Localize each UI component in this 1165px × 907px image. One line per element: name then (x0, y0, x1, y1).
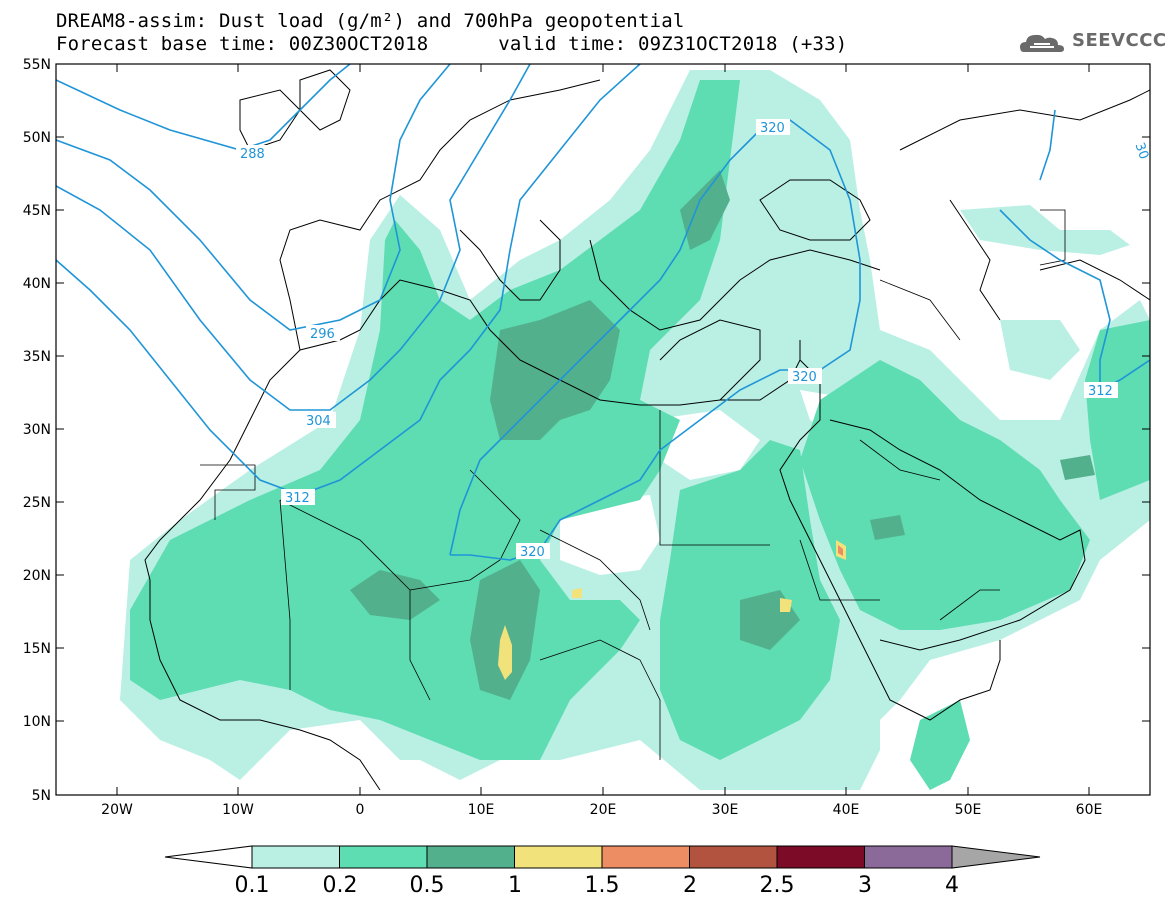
colorbar-label-0-5: 0.5 (410, 873, 445, 898)
colorbar-box-4 (601, 845, 690, 869)
colorbar-box-7 (864, 845, 953, 869)
colorbar-label-3: 3 (858, 873, 872, 898)
country-borders (200, 209, 1066, 760)
lat-label-25n: 25N (23, 495, 51, 511)
lon-label-10w: 10W (222, 802, 254, 818)
colorbar-label-0-1: 0.1 (235, 873, 270, 898)
colorbar-box-0 (251, 845, 340, 869)
contour-label-320-south: 320 (520, 545, 545, 560)
forecast-times: Forecast base time: 00Z30OCT2018 valid t… (56, 33, 848, 55)
colorbar-box-6 (776, 845, 865, 869)
lon-label-10e: 10E (468, 802, 495, 818)
contour-label-320-north: 320 (760, 121, 785, 136)
contour-label-296: 296 (310, 327, 335, 342)
colorbar-box-3 (514, 845, 603, 869)
lat-label-35n: 35N (23, 349, 51, 365)
logo-text: SEEVCCC (1072, 30, 1165, 51)
colorbar-high-arrow (951, 845, 1041, 869)
map-title: DREAM8-assim: Dust load (g/m²) and 700hP… (56, 10, 685, 32)
lat-label-5n: 5N (32, 788, 51, 804)
lat-label-40n: 40N (23, 276, 51, 292)
colorbar: 0.1 0.2 0.5 1 1.5 2 2.5 3 4 (164, 845, 1041, 898)
contour-label-312-east: 312 (1088, 384, 1113, 399)
contour-label-288: 288 (240, 147, 265, 162)
longitude-labels: 20W 10W 0 10E 20E 30E 40E 50E 60E (101, 802, 1102, 818)
colorbar-boxes (251, 845, 953, 869)
colorbar-label-1: 1 (508, 873, 522, 898)
lat-label-45n: 45N (23, 203, 51, 219)
contour-label-partial: 30 (1131, 141, 1151, 162)
geopotential-contours (56, 64, 1150, 561)
lat-label-50n: 50N (23, 130, 51, 146)
lat-label-30n: 30N (23, 422, 51, 438)
colorbar-label-1-5: 1.5 (585, 873, 620, 898)
lon-label-60e: 60E (1076, 802, 1103, 818)
lat-label-15n: 15N (23, 641, 51, 657)
dust-layer-1 (498, 540, 846, 680)
colorbar-box-2 (426, 845, 515, 869)
lat-label-20n: 20N (23, 568, 51, 584)
colorbar-label-2: 2 (683, 873, 697, 898)
lon-label-40e: 40E (833, 802, 860, 818)
lon-label-0: 0 (356, 802, 365, 818)
contour-label-312-west: 312 (285, 491, 310, 506)
lon-label-30e: 30E (712, 802, 739, 818)
colorbar-label-2-5: 2.5 (760, 873, 795, 898)
colorbar-label-0-2: 0.2 (323, 873, 358, 898)
contour-labels: 288 296 304 312 320 320 320 312 30 (236, 119, 1151, 560)
dust-field (120, 70, 1150, 790)
cloud-logo-icon (1020, 34, 1064, 52)
axis-ticks (56, 63, 1150, 796)
colorbar-labels: 0.1 0.2 0.5 1 1.5 2 2.5 3 4 (235, 873, 960, 898)
lon-label-20e: 20E (590, 802, 617, 818)
latitude-labels: 55N 50N 45N 40N 35N 30N 25N 20N 15N 10N … (23, 57, 51, 804)
lon-label-20w: 20W (101, 802, 133, 818)
lon-label-50e: 50E (955, 802, 982, 818)
colorbar-low-arrow (164, 845, 253, 869)
lat-label-55n: 55N (23, 57, 51, 73)
contour-label-304: 304 (306, 414, 331, 429)
colorbar-box-5 (689, 845, 778, 869)
contour-label-320-east: 320 (792, 370, 817, 385)
lat-label-10n: 10N (23, 714, 51, 730)
colorbar-box-1 (339, 845, 428, 869)
colorbar-label-4: 4 (945, 873, 959, 898)
dust-layer-1-5 (838, 545, 843, 556)
